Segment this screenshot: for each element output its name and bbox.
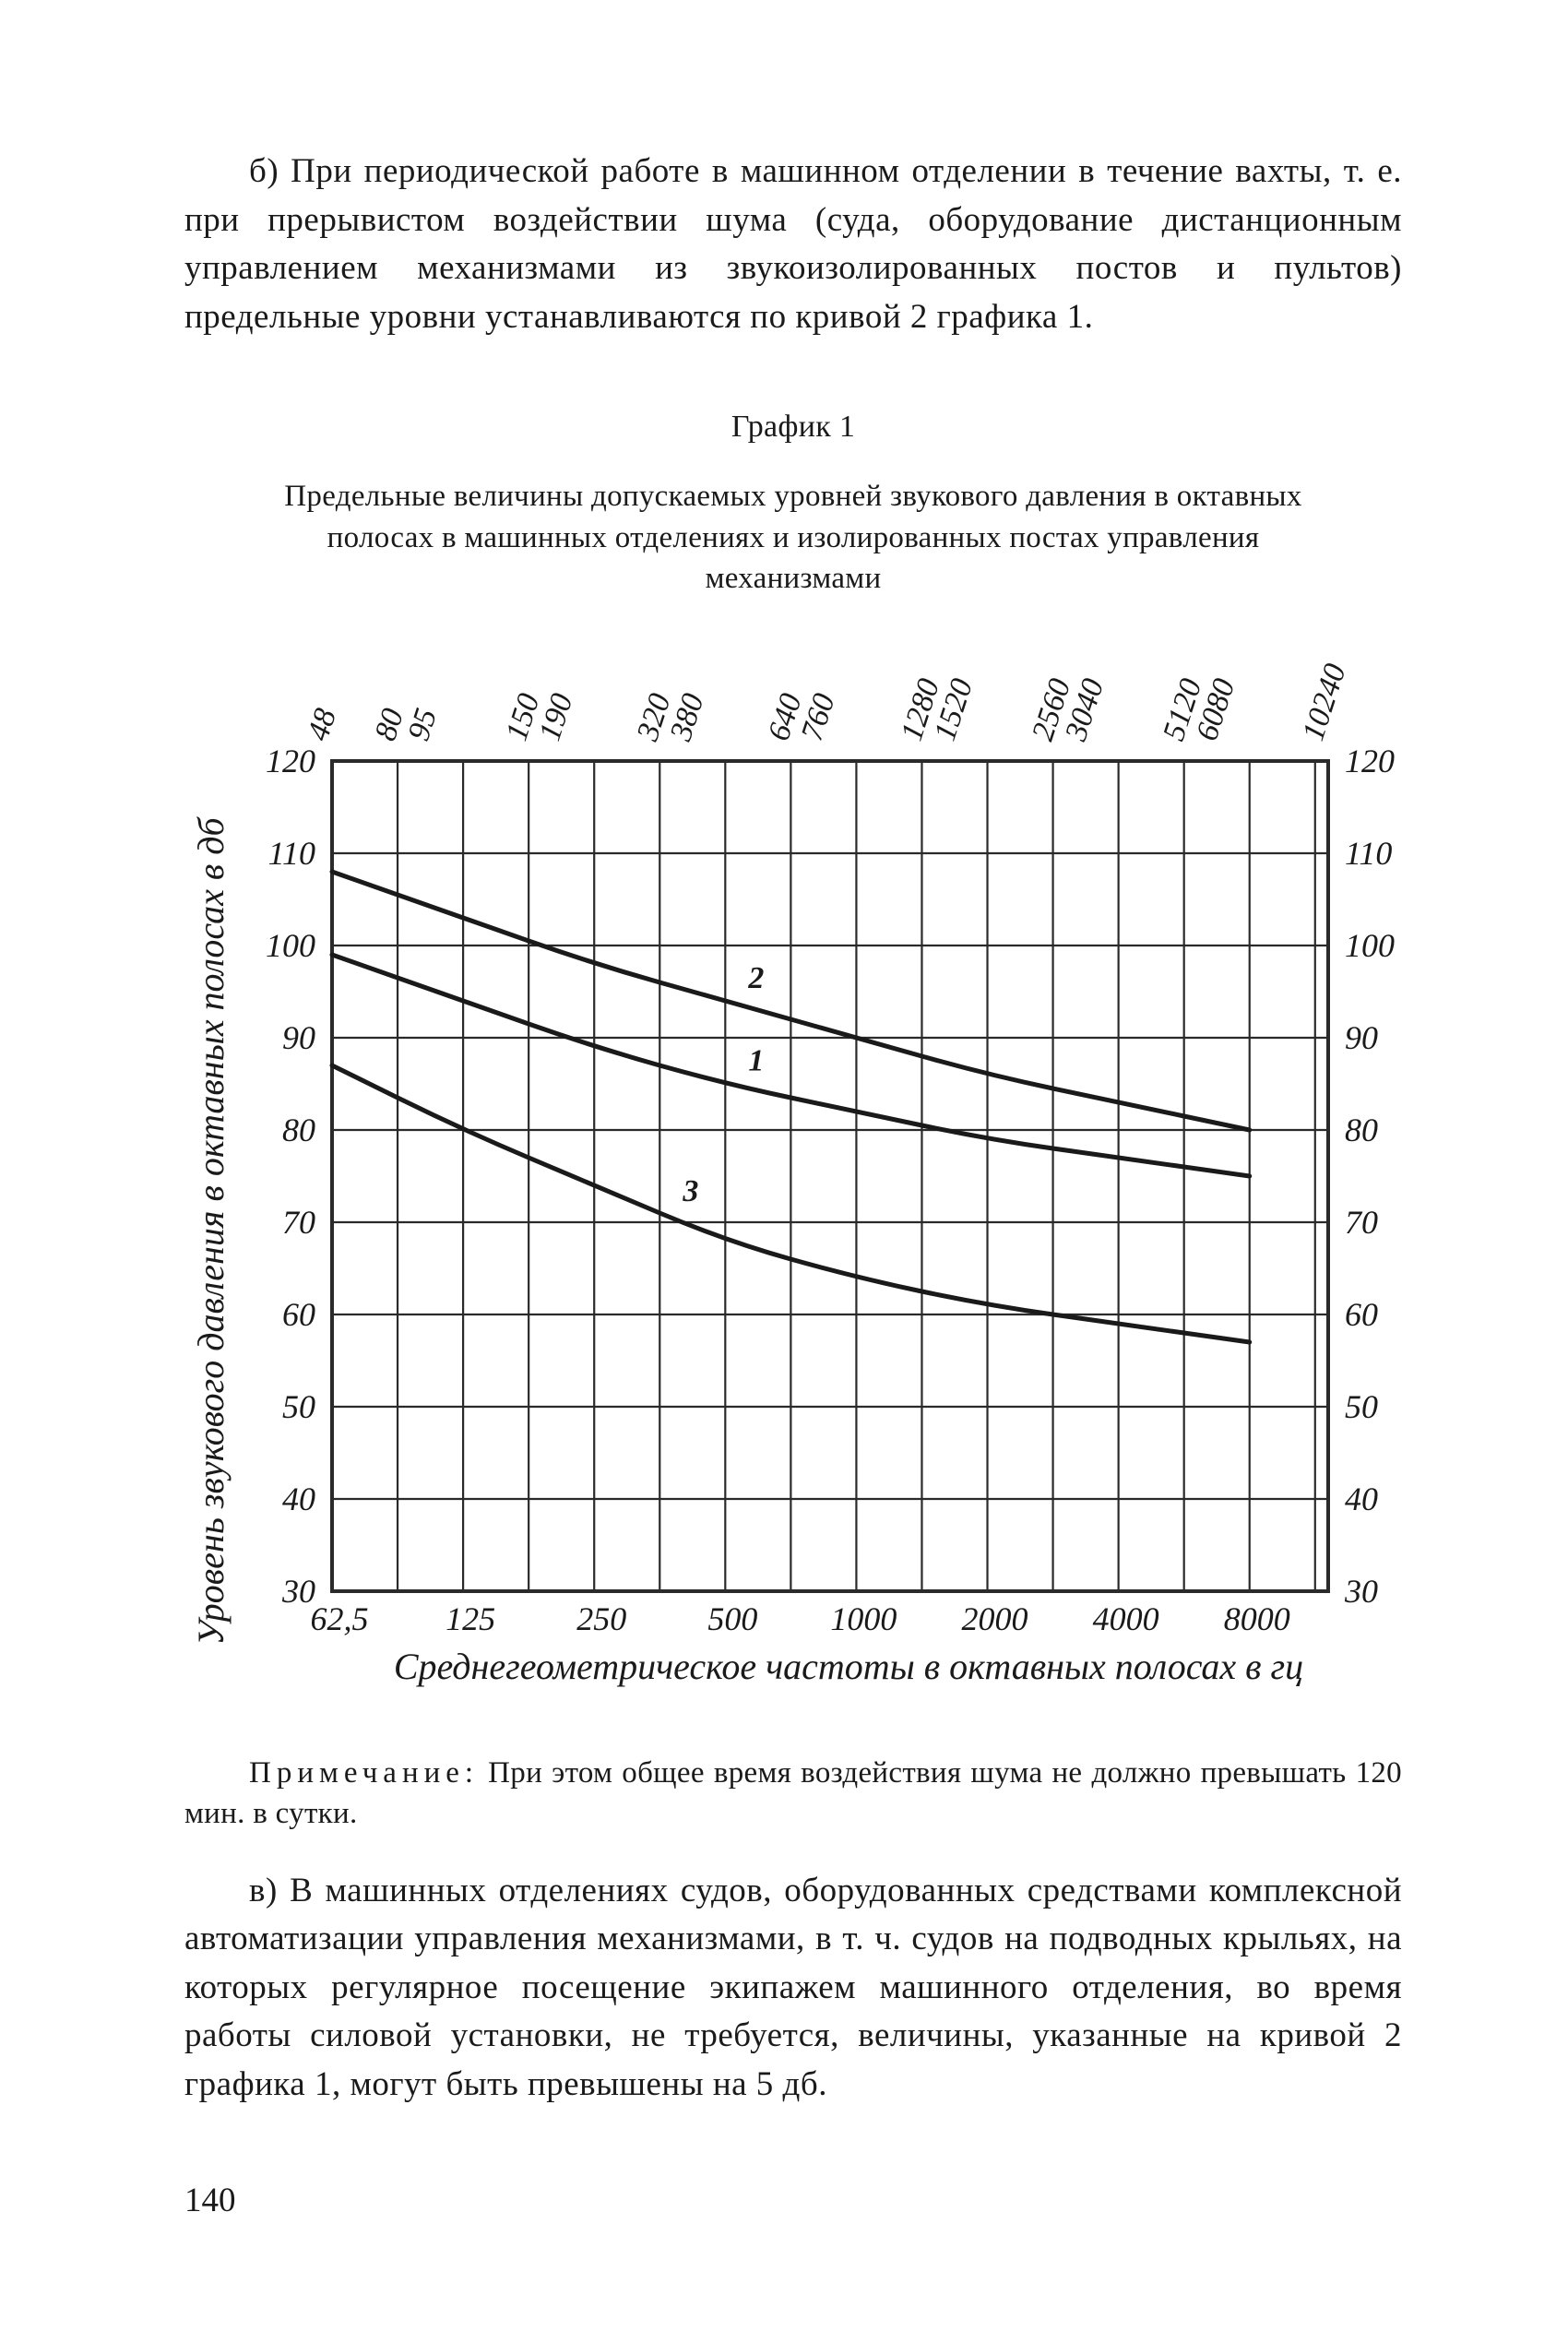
svg-text:40: 40 xyxy=(282,1481,315,1517)
svg-text:110: 110 xyxy=(1345,835,1392,872)
svg-text:2: 2 xyxy=(747,961,764,995)
svg-text:110: 110 xyxy=(268,835,315,872)
svg-text:62,5: 62,5 xyxy=(311,1600,369,1637)
page-number-wrap: 140 xyxy=(184,2181,236,2220)
figure-note: Примечание: При этом общее время воздейс… xyxy=(184,1753,1402,1835)
paragraph-b: б) При периодической работе в машинном о… xyxy=(184,148,1402,341)
page-number: 140 xyxy=(184,2182,236,2219)
svg-text:90: 90 xyxy=(1345,1019,1378,1056)
svg-text:Среднегеометрическое частоты в: Среднегеометрическое частоты в октавных … xyxy=(394,1646,1303,1687)
svg-text:40: 40 xyxy=(1345,1481,1378,1517)
svg-text:Уровень звукового давления в о: Уровень звукового давления в октавных по… xyxy=(190,815,232,1645)
chart-container: 3030404050506060707080809090100100110110… xyxy=(184,623,1402,1716)
svg-text:4000: 4000 xyxy=(1093,1600,1159,1637)
svg-text:125: 125 xyxy=(445,1600,495,1637)
svg-text:50: 50 xyxy=(282,1388,315,1425)
svg-text:30: 30 xyxy=(1344,1573,1378,1610)
svg-text:2000: 2000 xyxy=(962,1600,1028,1637)
svg-text:80: 80 xyxy=(1345,1112,1378,1148)
svg-text:3: 3 xyxy=(682,1174,698,1208)
svg-text:250: 250 xyxy=(576,1600,626,1637)
svg-text:500: 500 xyxy=(707,1600,757,1637)
note-label: Примечание: xyxy=(249,1756,479,1790)
figure-heading: График 1 xyxy=(184,406,1402,448)
svg-text:50: 50 xyxy=(1345,1388,1378,1425)
svg-text:80: 80 xyxy=(282,1112,315,1148)
svg-text:120: 120 xyxy=(1345,743,1395,779)
paragraph-v: в) В машинных отделениях судов, оборудов… xyxy=(184,1867,1402,2110)
figure-caption: Предельные величины допускаемых уровней … xyxy=(249,476,1337,600)
svg-text:1000: 1000 xyxy=(830,1600,897,1637)
svg-text:100: 100 xyxy=(1345,927,1395,964)
svg-text:8000: 8000 xyxy=(1224,1600,1290,1637)
svg-text:70: 70 xyxy=(282,1204,315,1241)
svg-text:1: 1 xyxy=(748,1043,764,1077)
svg-text:100: 100 xyxy=(266,927,315,964)
svg-text:60: 60 xyxy=(282,1296,315,1333)
svg-text:60: 60 xyxy=(1345,1296,1378,1333)
pressure-level-chart: 3030404050506060707080809090100100110110… xyxy=(184,623,1402,1711)
svg-text:120: 120 xyxy=(266,743,315,779)
svg-text:90: 90 xyxy=(282,1019,315,1056)
svg-text:70: 70 xyxy=(1345,1204,1378,1241)
